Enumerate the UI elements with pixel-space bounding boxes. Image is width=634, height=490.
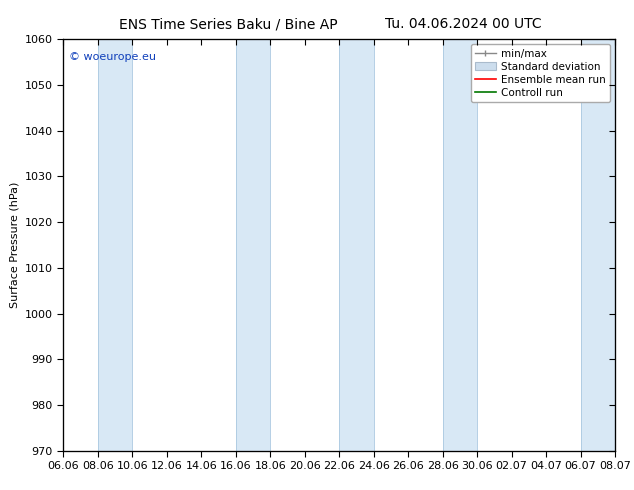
Legend: min/max, Standard deviation, Ensemble mean run, Controll run: min/max, Standard deviation, Ensemble me… xyxy=(470,45,610,102)
Bar xyxy=(98,39,133,451)
Bar xyxy=(236,39,270,451)
Text: © woeurope.eu: © woeurope.eu xyxy=(69,51,156,62)
Y-axis label: Surface Pressure (hPa): Surface Pressure (hPa) xyxy=(10,182,19,308)
Bar xyxy=(443,39,477,451)
Text: ENS Time Series Baku / Bine AP: ENS Time Series Baku / Bine AP xyxy=(119,17,337,31)
Text: Tu. 04.06.2024 00 UTC: Tu. 04.06.2024 00 UTC xyxy=(384,17,541,31)
Bar xyxy=(581,39,615,451)
Bar xyxy=(339,39,373,451)
